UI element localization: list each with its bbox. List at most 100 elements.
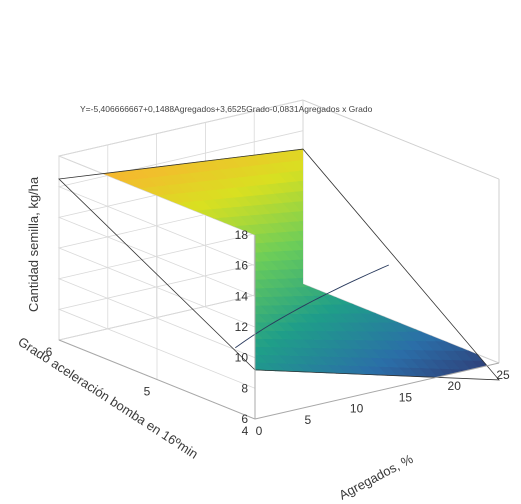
- surface-cell-511: [402, 302, 423, 314]
- surface-cell-464: [374, 293, 394, 304]
- surface-cell-81: [203, 288, 223, 299]
- surface-cell-566: [365, 235, 386, 247]
- surface-cell-30: [207, 313, 228, 323]
- surface-cell-23: [59, 177, 78, 188]
- surface-cell-40: [125, 232, 146, 243]
- surface-cell-443: [339, 266, 359, 277]
- surface-cell-559: [422, 302, 443, 313]
- surface-outline: [58, 148, 500, 381]
- surface-cell-21: [74, 193, 95, 204]
- surface-cell-155: [217, 271, 237, 281]
- surface-cell-6: [197, 313, 217, 323]
- surface-cell-445: [323, 247, 343, 259]
- surface-cell-230: [223, 244, 243, 254]
- surface-cell-518: [345, 236, 365, 248]
- surface-cell-396: [310, 257, 331, 269]
- surface-cell-370: [317, 276, 337, 287]
- surface-cell-543: [347, 226, 367, 238]
- response-surface: [59, 148, 499, 381]
- surface-cell-497: [310, 208, 331, 220]
- surface-cell-115: [131, 205, 152, 216]
- surface-cell-473: [300, 209, 321, 221]
- z-tick-label: 16: [235, 259, 249, 273]
- surface-cell-114: [139, 213, 160, 224]
- surface-cell-8: [180, 297, 201, 307]
- surface-cell-105: [213, 288, 233, 298]
- surface-cell-537: [396, 283, 416, 295]
- surface-cell-157: [201, 254, 221, 264]
- surface-cell-58: [184, 281, 205, 291]
- surface-cell-466: [357, 275, 378, 286]
- z-tick-label: 12: [235, 320, 249, 334]
- surface-cell-82: [195, 280, 215, 290]
- surface-cell-154: [225, 279, 246, 290]
- surface-cell-471: [316, 228, 337, 240]
- surface-cell-61: [160, 256, 180, 266]
- surface-cell-469: [333, 247, 353, 258]
- surface-cell-11: [156, 273, 177, 283]
- surface-cell-45: [84, 192, 105, 203]
- surface-cell-560: [414, 292, 435, 304]
- surface-cell-9: [172, 289, 193, 299]
- surface-cell-38: [142, 249, 162, 259]
- surface-cell-544: [339, 216, 359, 228]
- surface-cell-528: [469, 369, 490, 380]
- surface-cell-496: [318, 218, 339, 230]
- surface-cell-181: [211, 253, 231, 264]
- surface-cell-12: [148, 265, 168, 275]
- box-edge-5: [302, 99, 500, 180]
- surface-cell-422: [304, 239, 325, 250]
- x-tick-label: 5: [304, 413, 311, 427]
- surface-cell-509: [418, 321, 439, 333]
- surface-cell-256: [217, 225, 237, 237]
- surface-cell-18: [99, 217, 119, 228]
- surface-cell-64: [135, 232, 156, 242]
- surface-cell-533: [429, 321, 449, 333]
- surface-cell-34: [174, 281, 195, 291]
- surface-cell-91: [121, 206, 142, 217]
- surface-cell-489: [376, 284, 396, 295]
- surface-cell-92: [113, 198, 133, 209]
- surface-cell-79: [219, 305, 240, 315]
- surface-cell-160: [176, 229, 197, 239]
- surface-cell-538: [388, 274, 408, 285]
- surface-cell-439: [372, 303, 392, 314]
- surface-cell-185: [178, 219, 199, 230]
- x-tick-label: 0: [256, 424, 263, 438]
- surface-cell-563: [390, 264, 410, 275]
- surface-cell-33: [182, 289, 203, 299]
- surface-cell-446: [314, 238, 335, 249]
- x-tick-label: 10: [350, 402, 364, 416]
- surface-cell-562: [398, 273, 418, 285]
- regression-equation: Y=-5,406666667+0,1488Agregados+3,6525Gra…: [80, 104, 373, 114]
- surface-cell-36: [158, 265, 178, 275]
- surface-cell-417: [345, 285, 366, 296]
- z-tick-label: 8: [241, 381, 248, 395]
- surface-cell-46: [76, 184, 97, 195]
- z-tick-label: 18: [235, 228, 249, 242]
- surface-cell-492: [351, 255, 372, 267]
- surface-cell-209: [188, 218, 209, 229]
- x-tick-label: 25: [496, 368, 510, 382]
- surface-cell-133: [190, 254, 211, 265]
- surface-cell-494: [335, 237, 355, 248]
- surface-cell-182: [203, 245, 223, 256]
- surface-cell-522: [312, 198, 333, 210]
- surface-cell-397: [302, 248, 323, 260]
- surface-cell-442: [347, 275, 368, 286]
- surface-cell-568: [349, 216, 369, 228]
- surface-cell-557: [439, 321, 459, 333]
- surface-cell-109: [180, 255, 201, 265]
- surface-cell-570: [333, 196, 353, 208]
- surface-cell-42: [109, 216, 129, 227]
- surface-cell-539: [380, 264, 400, 276]
- surface-cell-420: [321, 257, 341, 268]
- x-axis-title: Agregados, %: [336, 451, 416, 503]
- surface-cell-94: [97, 181, 117, 192]
- surface-cell-571: [324, 187, 345, 199]
- surface-cell-516: [361, 255, 382, 267]
- surface-cell-470: [325, 237, 345, 249]
- surface-cell-558: [431, 312, 451, 323]
- z-tick-label: 10: [235, 351, 249, 365]
- z-axis-ticks: 6 8 10 12 14 16 18: [235, 228, 249, 426]
